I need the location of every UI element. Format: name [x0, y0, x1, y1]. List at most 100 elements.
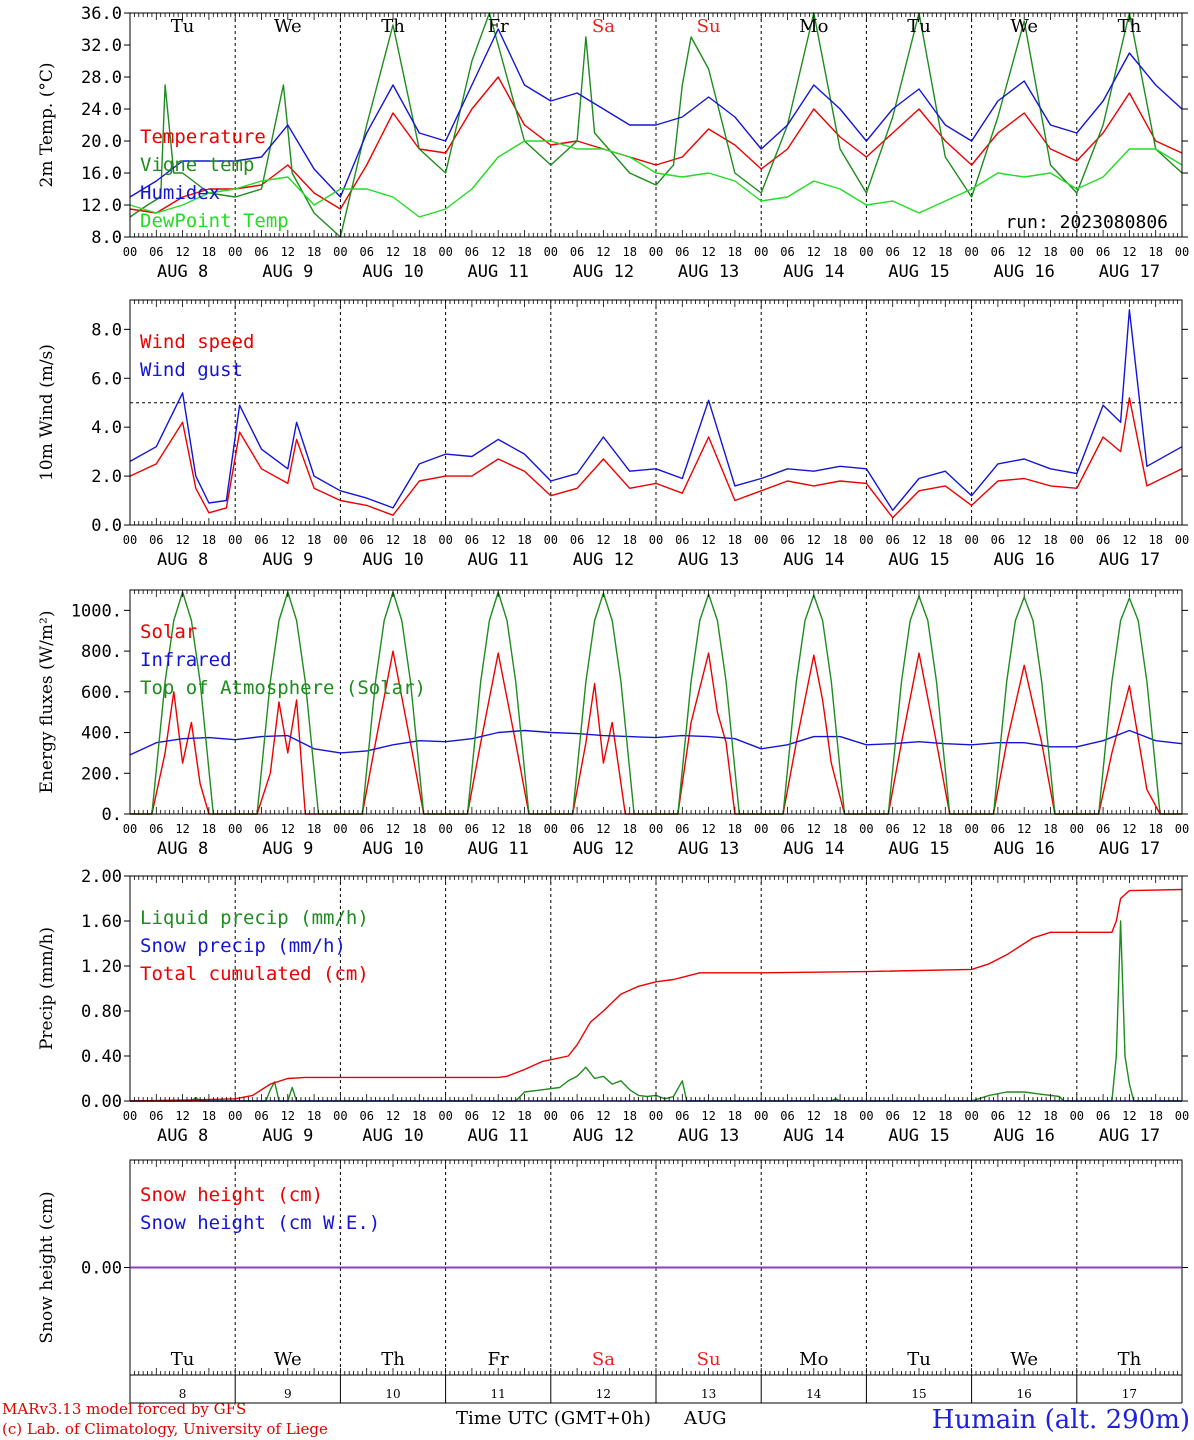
x-hour-label: 18	[202, 533, 216, 547]
x-hour-label: 18	[1148, 533, 1162, 547]
weekday-label-top: We	[1010, 16, 1038, 37]
x-axis-month: AUG	[683, 1408, 727, 1429]
y-tick-label: 24.0	[81, 100, 122, 120]
y-tick-label: 6.0	[91, 369, 122, 389]
x-hour-label: 18	[517, 245, 531, 259]
weekday-label-bottom: We	[274, 1349, 302, 1370]
y-tick-label: 2.0	[91, 467, 122, 487]
x-date-label: AUG 11	[467, 262, 528, 282]
x-hour-label: 12	[807, 1109, 821, 1123]
weekday-label-bottom: Tu	[907, 1349, 931, 1370]
x-hour-label: 00	[1070, 245, 1084, 259]
x-date-label: AUG 16	[993, 839, 1054, 859]
x-hour-label: 18	[833, 822, 847, 836]
x-date-label: AUG 16	[993, 1126, 1054, 1146]
x-hour-label: 06	[254, 245, 268, 259]
x-hour-label: 06	[570, 822, 584, 836]
x-date-label: AUG 16	[993, 550, 1054, 570]
x-hour-label: 00	[1175, 533, 1189, 547]
y-tick-label: 600.	[81, 683, 122, 703]
x-hour-label: 00	[754, 533, 768, 547]
x-hour-label: 00	[123, 1109, 137, 1123]
weekday-label-top: Sa	[592, 16, 615, 37]
weekday-label-top: Th	[1118, 16, 1142, 37]
x-hour-label: 12	[491, 822, 505, 836]
x-hour-label: 18	[517, 533, 531, 547]
x-hour-label: 18	[307, 822, 321, 836]
x-hour-label: 18	[412, 245, 426, 259]
x-hour-label: 18	[938, 533, 952, 547]
x-hour-label: 00	[544, 822, 558, 836]
x-hour-label: 12	[1122, 533, 1136, 547]
x-date-label: AUG 9	[262, 550, 313, 570]
x-hour-label: 06	[780, 245, 794, 259]
x-date-label: AUG 10	[362, 839, 423, 859]
x-date-label: AUG 15	[888, 262, 949, 282]
x-hour-label: 00	[333, 822, 347, 836]
wind-panel: 0.0 2.0 4.0 6.0 8.0 10m Wind (m/s) Wind speed W…	[37, 299, 1189, 570]
y-tick-label: 800.	[81, 642, 122, 662]
x-hour-label: 12	[701, 533, 715, 547]
temperature-panel: 8.0 12.0 16.0 20.0 24.0 28.0 32.0 36.0 2m Temp. …	[37, 4, 1189, 282]
x-hour-label: 18	[202, 245, 216, 259]
x-hour-label: 06	[359, 1109, 373, 1123]
precip-panel: 0.00 0.40 0.80 1.20 1.60 2.00 Precip (mm/h) Liq…	[37, 867, 1189, 1146]
x-date-label: AUG 13	[678, 1126, 739, 1146]
x-hour-label: 00	[649, 822, 663, 836]
x-hour-label: 06	[675, 245, 689, 259]
x-hour-label: 12	[807, 533, 821, 547]
x-hour-label: 18	[1043, 1109, 1057, 1123]
legend-entry: Wind gust	[140, 359, 243, 381]
x-hour-label: 18	[1043, 822, 1057, 836]
legend-entry: Vigne temp	[140, 154, 254, 176]
x-hour-label: 12	[596, 1109, 610, 1123]
x-hour-label: 06	[465, 822, 479, 836]
x-hour-label: 18	[412, 1109, 426, 1123]
x-hour-label: 18	[1148, 1109, 1162, 1123]
x-hour-label: 06	[885, 533, 899, 547]
x-hour-label: 18	[517, 822, 531, 836]
y-tick-label: 4.0	[91, 418, 122, 438]
y-tick-label: 2.00	[81, 867, 122, 887]
legend-entry: Liquid precip (mm/h)	[140, 907, 369, 929]
y-axis-label: Snow height (cm)	[37, 1191, 57, 1343]
x-hour-label: 06	[149, 245, 163, 259]
energy-panel: 0. 200. 400. 600. 800. 1000. Energy fluxes (W/…	[37, 589, 1189, 859]
bottom-day-number: 15	[911, 1387, 926, 1401]
x-hour-label: 06	[149, 533, 163, 547]
x-hour-label: 18	[622, 533, 636, 547]
series-line-infrared	[129, 729, 1183, 756]
bottom-day-number: 11	[491, 1387, 506, 1401]
x-hour-label: 00	[544, 533, 558, 547]
x-hour-label: 12	[175, 822, 189, 836]
x-date-label: AUG 8	[157, 262, 208, 282]
x-date-label: AUG 17	[1099, 1126, 1160, 1146]
legend-entry: Snow height (cm W.E.)	[140, 1212, 380, 1234]
bottom-day-number: 9	[284, 1387, 292, 1401]
x-date-label: AUG 12	[573, 839, 634, 859]
x-hour-label: 12	[491, 533, 505, 547]
x-date-label: AUG 9	[262, 1126, 313, 1146]
y-tick-label: 0.40	[81, 1047, 122, 1067]
bottom-day-number: 12	[596, 1387, 611, 1401]
legend-entry: Solar	[140, 621, 197, 643]
x-hour-label: 00	[1070, 533, 1084, 547]
x-hour-label: 00	[1175, 822, 1189, 836]
x-hour-label: 12	[807, 245, 821, 259]
x-hour-label: 00	[1070, 822, 1084, 836]
x-hour-label: 00	[123, 533, 137, 547]
x-hour-label: 00	[333, 1109, 347, 1123]
x-hour-label: 12	[701, 1109, 715, 1123]
x-date-label: AUG 9	[262, 262, 313, 282]
x-hour-label: 18	[412, 822, 426, 836]
x-hour-label: 06	[885, 1109, 899, 1123]
series-line-top-of-atmosphere-solar-	[130, 591, 1182, 815]
x-date-label: AUG 12	[573, 550, 634, 570]
x-hour-label: 06	[254, 533, 268, 547]
x-hour-label: 06	[885, 822, 899, 836]
x-hour-label: 00	[228, 245, 242, 259]
x-hour-label: 00	[228, 1109, 242, 1123]
x-hour-label: 06	[149, 822, 163, 836]
x-hour-label: 12	[912, 533, 926, 547]
legend-entry: Infrared	[140, 649, 232, 671]
